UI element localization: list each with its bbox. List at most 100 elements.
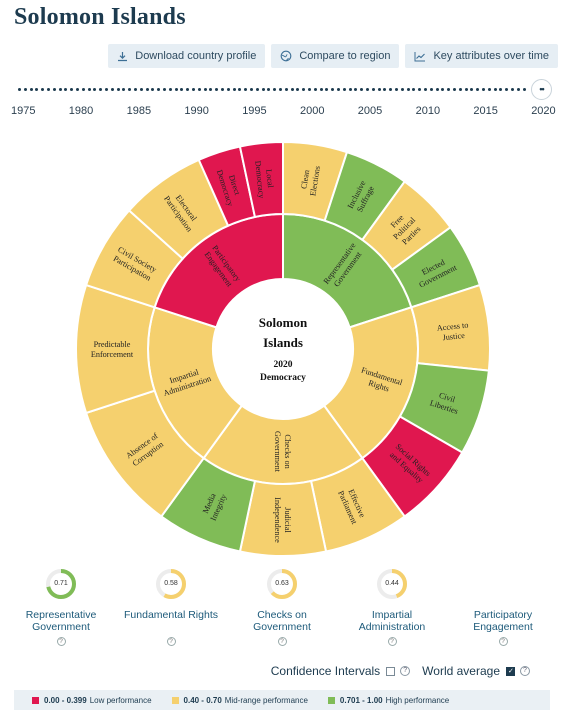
timeline-dot[interactable] [203, 88, 207, 91]
timeline-dot[interactable] [429, 88, 433, 91]
timeline-dot[interactable] [255, 88, 259, 91]
timeline-handle[interactable]: •• [531, 79, 552, 100]
timeline-dot[interactable] [279, 88, 282, 91]
timeline-dot[interactable] [342, 88, 346, 91]
timeline-dot[interactable] [441, 88, 445, 91]
timeline-dot[interactable] [197, 88, 201, 91]
world-average-help-icon[interactable]: ? [520, 666, 530, 676]
timeline-year-label[interactable]: 1990 [184, 105, 209, 117]
timeline-dot[interactable] [412, 88, 416, 91]
timeline-dot[interactable] [221, 88, 224, 91]
timeline-dot[interactable] [325, 88, 329, 91]
timeline-year-label[interactable]: 2015 [473, 105, 498, 117]
timeline-dot[interactable] [313, 88, 317, 91]
timeline-dot[interactable] [487, 88, 491, 91]
timeline-dot[interactable] [128, 88, 132, 91]
timeline-dot[interactable] [371, 88, 375, 91]
year-timeline-slider[interactable]: •• 1975 1980 1985 1990 1995 2000 2005 2010 2015 2… [0, 76, 570, 122]
summary-help-icon[interactable]: ? [387, 637, 397, 646]
timeline-dot[interactable] [493, 88, 497, 91]
timeline-dot[interactable] [273, 88, 277, 91]
summary-help-icon[interactable]: ? [277, 637, 287, 646]
timeline-year-label[interactable]: 2020 [531, 105, 556, 117]
timeline-dot[interactable] [284, 88, 288, 91]
timeline-dot[interactable] [168, 88, 172, 91]
timeline-dot[interactable] [186, 88, 190, 91]
timeline-dot[interactable] [395, 88, 398, 91]
timeline-dot[interactable] [458, 88, 462, 91]
timeline-dot[interactable] [261, 88, 265, 91]
timeline-year-label[interactable]: 1980 [68, 105, 94, 117]
timeline-dot[interactable] [180, 88, 184, 91]
timeline-dot[interactable] [64, 88, 68, 91]
timeline-dot[interactable] [70, 88, 74, 91]
timeline-dot[interactable] [122, 88, 126, 91]
timeline-dot[interactable] [406, 88, 410, 91]
timeline-year-label[interactable]: 2010 [415, 105, 441, 117]
timeline-dot[interactable] [296, 88, 300, 91]
timeline-dot[interactable] [93, 88, 97, 91]
timeline-dot[interactable] [41, 88, 45, 91]
summary-representative-government[interactable]: 0.71 Representative Government? [6, 566, 116, 646]
timeline-dot[interactable] [366, 88, 369, 91]
timeline-year-label[interactable]: 2000 [300, 105, 325, 117]
timeline-dot[interactable] [209, 88, 213, 91]
timeline-dot[interactable] [23, 88, 27, 91]
summary-help-icon[interactable]: ? [166, 637, 176, 646]
timeline-dot[interactable] [511, 88, 514, 91]
timeline-dot[interactable] [447, 88, 451, 91]
timeline-dot[interactable] [244, 88, 248, 91]
summary-fundamental-rights[interactable]: 0.58 Fundamental Rights? [116, 566, 226, 646]
timeline-dot[interactable] [476, 88, 480, 91]
timeline-dot[interactable] [482, 88, 485, 91]
timeline-dot[interactable] [163, 88, 166, 91]
timeline-dot[interactable] [389, 88, 393, 91]
timeline-dot[interactable] [250, 88, 253, 91]
timeline-dot[interactable] [29, 88, 33, 91]
timeline-dot[interactable] [516, 88, 520, 91]
timeline-dot[interactable] [435, 88, 439, 91]
timeline-dot[interactable] [58, 88, 62, 91]
timeline-dot[interactable] [319, 88, 323, 91]
timeline-dot[interactable] [116, 88, 120, 91]
summary-participatory-engagement[interactable]: Participatory Engagement? [448, 566, 558, 646]
timeline-dot[interactable] [35, 88, 39, 91]
timeline-dot[interactable] [52, 88, 56, 91]
timeline-dot[interactable] [522, 88, 526, 91]
world-average-checkbox[interactable] [506, 666, 515, 676]
timeline-year-label[interactable]: 1975 [11, 105, 36, 117]
timeline-dot[interactable] [464, 88, 468, 91]
timeline-dot[interactable] [18, 88, 21, 91]
timeline-dot[interactable] [226, 88, 230, 91]
timeline-dot[interactable] [377, 88, 381, 91]
timeline-dot[interactable] [267, 88, 271, 91]
timeline-dot[interactable] [331, 88, 335, 91]
timeline-dot[interactable] [134, 88, 137, 91]
key-attributes-button[interactable]: Key attributes over time [405, 44, 558, 68]
timeline-dot[interactable] [87, 88, 91, 91]
timeline-dot[interactable] [215, 88, 219, 91]
timeline-dot[interactable] [145, 88, 149, 91]
timeline-dot[interactable] [151, 88, 155, 91]
timeline-dot[interactable] [354, 88, 358, 91]
summary-help-icon[interactable]: ? [56, 637, 66, 646]
timeline-dot[interactable] [337, 88, 340, 91]
timeline-dot[interactable] [499, 88, 503, 91]
timeline-year-label[interactable]: 1985 [126, 105, 152, 117]
summary-impartial-administration[interactable]: 0.44 Impartial Administration? [337, 566, 447, 646]
timeline-dot[interactable] [400, 88, 404, 91]
timeline-dot[interactable] [383, 88, 387, 91]
timeline-dot[interactable] [81, 88, 85, 91]
timeline-dot[interactable] [110, 88, 114, 91]
timeline-dot[interactable] [47, 88, 50, 91]
timeline-dot[interactable] [424, 88, 427, 91]
timeline-dot[interactable] [232, 88, 236, 91]
summary-checks-on-government[interactable]: 0.63 Checks on Government? [227, 566, 337, 646]
timeline-dot[interactable] [139, 88, 143, 91]
timeline-dot[interactable] [99, 88, 103, 91]
timeline-dot[interactable] [76, 88, 79, 91]
summary-help-icon[interactable]: ? [498, 637, 508, 646]
confidence-help-icon[interactable]: ? [400, 666, 411, 676]
timeline-year-label[interactable]: 1995 [242, 105, 267, 117]
timeline-dot[interactable] [105, 88, 108, 91]
